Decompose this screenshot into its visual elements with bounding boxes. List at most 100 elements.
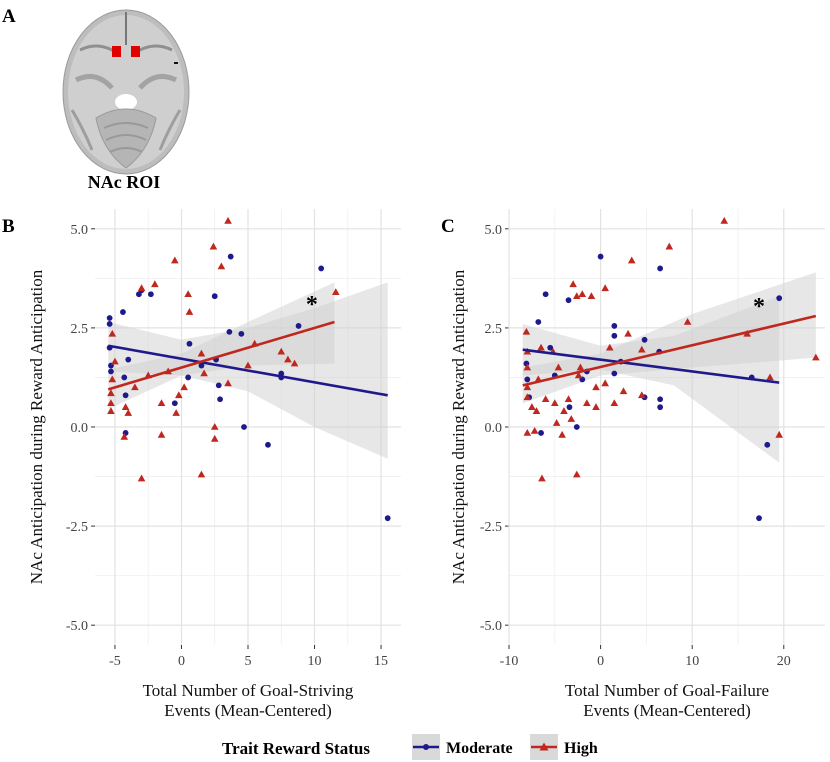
panel-b-point-moderate: [318, 265, 325, 272]
panel-b-point-high: [108, 375, 117, 383]
panel-c-point-high: [619, 387, 628, 395]
panel-b-point-high: [210, 434, 219, 442]
panel-b-point-high: [185, 308, 194, 315]
panel-b-point-high: [277, 347, 286, 355]
panel-b-ytick-label: 5.0: [71, 223, 89, 238]
panel-c-point-high: [638, 391, 646, 399]
panel-b-point-high: [171, 256, 179, 264]
panel-c-point-high: [601, 284, 609, 292]
panel-c-point-high: [554, 363, 563, 371]
panel-c-xtick-label: -10: [500, 654, 519, 669]
panel-c-point-high: [683, 317, 692, 325]
panel-c-point-high: [522, 327, 531, 335]
panel-c-ytick-label: 2.5: [485, 322, 503, 337]
legend-marker-high: [539, 742, 549, 751]
legend-label-moderate: Moderate: [446, 740, 513, 757]
panel-b-ytick-label: -5.0: [66, 619, 88, 634]
panel-c-point-moderate: [611, 323, 618, 329]
panel-c-point-high: [638, 345, 646, 353]
panel-b-point-high: [332, 288, 340, 296]
panel-b-point-high: [111, 357, 119, 365]
panel-c-x-axis-title: Events (Mean-Centered): [583, 701, 751, 720]
panel-b-point-high: [180, 383, 188, 391]
panel-b-point-moderate: [122, 392, 129, 399]
panel-c-point-high: [560, 407, 568, 414]
panel-c-chart: C -5.0 -2.5 0.0 2.5 5.0 -10 0 10 20 * Total Number …: [441, 209, 825, 720]
panel-c-point-high: [550, 399, 559, 407]
panel-c-point-high: [576, 363, 585, 371]
panel-c-point-moderate: [764, 441, 771, 448]
panel-c-significance-star: *: [753, 294, 765, 320]
panel-b-point-high: [284, 355, 292, 363]
panel-b-point-moderate: [384, 515, 391, 522]
panel-c-point-moderate: [542, 291, 549, 298]
panel-b-point-high: [131, 383, 139, 391]
panel-b-fit-line-moderate: [108, 344, 388, 397]
panel-b-ci-band-high: [108, 282, 335, 410]
panel-c-y-axis-title: NAc Anticipation during Reward Anticipat…: [449, 269, 468, 584]
panel-c-point-high: [552, 419, 561, 426]
panel-b-ytick-label: -2.5: [66, 520, 88, 535]
panel-b-xtick-label: -5: [109, 654, 121, 669]
panel-c-point-high: [572, 470, 581, 478]
panel-c-point-high: [537, 343, 545, 351]
panel-c-point-high: [766, 373, 774, 381]
panel-b-point-high: [137, 474, 146, 482]
panel-b-fit-line-high: [107, 320, 335, 391]
panel-b-point-high: [124, 409, 133, 416]
panel-c-point-high: [532, 407, 541, 414]
panel-b-y-axis-title: NAc Anticipation during Reward Anticipat…: [27, 269, 46, 584]
panel-b-point-high: [107, 399, 115, 407]
panel-b-xtick-label: 15: [374, 654, 388, 669]
panel-c-point-high: [523, 383, 532, 391]
panel-c-point-moderate: [641, 336, 648, 343]
panel-c-point-high: [583, 399, 591, 407]
panel-b-point-moderate: [120, 309, 126, 315]
panel-c-point-high: [592, 403, 600, 410]
panel-b-point-high: [151, 280, 159, 288]
panel-b-point-high: [175, 391, 183, 399]
panel-b-point-moderate: [121, 374, 128, 381]
panel-c-point-moderate: [538, 430, 544, 436]
panel-c-point-high: [528, 403, 536, 410]
panel-c-ytick-label: -5.0: [480, 619, 502, 634]
panel-c-point-moderate: [573, 424, 580, 430]
panel-b-point-moderate: [227, 253, 234, 260]
panel-c-point-high: [538, 474, 546, 482]
legend-title: Trait Reward Status: [222, 739, 370, 758]
panel-b-x-axis-title: Events (Mean-Centered): [164, 701, 332, 720]
panel-c-point-moderate: [597, 253, 604, 260]
panel-c-xtick-label: 10: [685, 654, 699, 669]
panel-c-ytick-label: 5.0: [485, 223, 503, 238]
panel-b-ytick-label: 0.0: [71, 421, 89, 436]
legend: Trait Reward Status Moderate High: [222, 734, 598, 760]
panel-b-label: B: [2, 216, 15, 237]
panel-c-label: C: [441, 216, 455, 237]
panel-b-xtick-label: 10: [308, 654, 322, 669]
panel-b-point-moderate: [241, 424, 247, 430]
panel-b-xtick-label: 5: [245, 654, 252, 669]
panel-c-point-high: [564, 395, 573, 403]
panel-c-point-moderate: [611, 332, 618, 339]
panel-b-point-high: [137, 284, 146, 292]
panel-b-point-moderate: [198, 362, 205, 369]
panel-c-point-high: [578, 290, 587, 298]
panel-c-point-moderate: [535, 319, 542, 325]
panel-b-point-moderate: [265, 441, 271, 448]
panel-c-point-high: [587, 292, 596, 299]
panel-b-point-moderate: [186, 340, 193, 347]
panel-b-point-moderate: [106, 315, 113, 321]
panel-b-point-moderate: [185, 374, 192, 381]
panel-b-point-high: [197, 470, 206, 478]
panel-c-point-high: [601, 379, 609, 387]
panel-b-point-high: [184, 290, 192, 298]
panel-c-ytick-label: 0.0: [485, 421, 503, 436]
panel-c-point-moderate: [547, 344, 554, 351]
panel-c-point-high: [592, 383, 600, 391]
panel-b-ytick-label: 2.5: [71, 322, 89, 337]
panel-b-point-moderate: [108, 368, 114, 375]
panel-b-point-moderate: [211, 293, 218, 300]
panel-b-point-moderate: [238, 330, 245, 337]
panel-c-point-high: [627, 256, 636, 264]
